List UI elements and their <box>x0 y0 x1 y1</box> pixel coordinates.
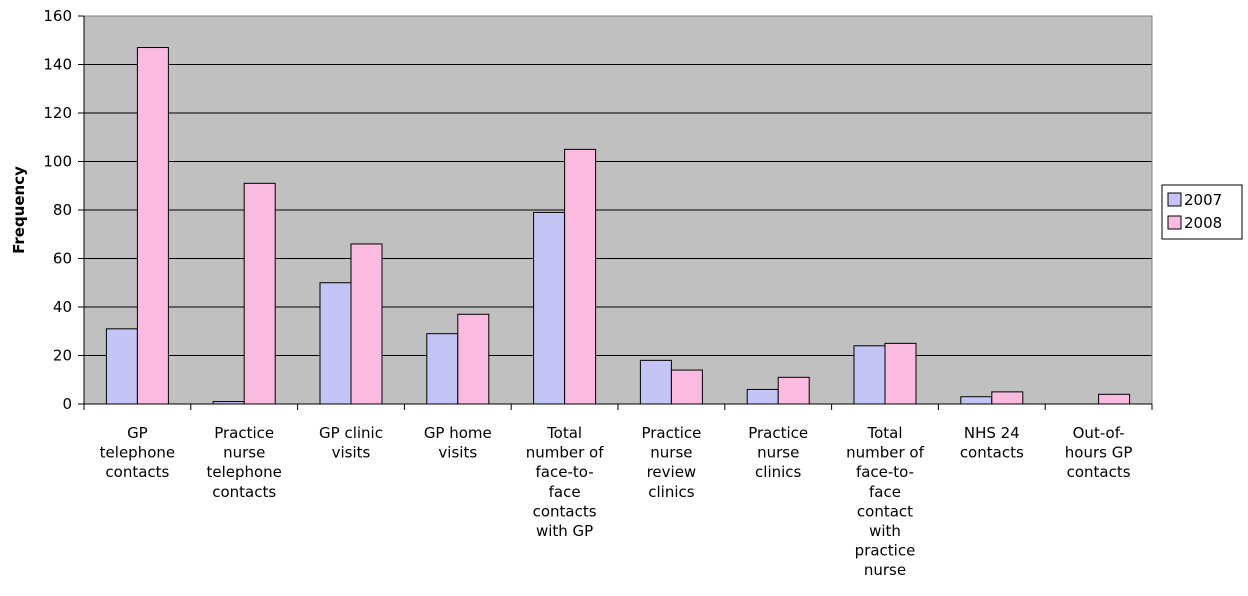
bar-2007 <box>639 359 672 405</box>
bar-2008 <box>564 148 597 405</box>
y-tick-labels: 0 20 40 60 80 100 120 140 160 <box>43 7 72 413</box>
y-tick-label: 80 <box>53 201 72 219</box>
bar-2008 <box>457 313 490 405</box>
y-tick-label: 40 <box>53 298 72 316</box>
category-label: Total number of face-to-face contacts with G… <box>526 424 604 540</box>
category-label: Practice nurse clinics <box>748 424 808 481</box>
y-tick-label: 60 <box>53 250 72 268</box>
bar-2007 <box>746 388 779 405</box>
legend-swatch <box>1167 215 1182 230</box>
bar-2008 <box>991 391 1024 405</box>
y-tick-label: 0 <box>62 395 72 413</box>
bar-2007 <box>105 328 138 405</box>
legend: 2007 2008 <box>1161 184 1243 240</box>
bar-2007 <box>960 396 993 405</box>
y-tick-label: 120 <box>43 104 72 122</box>
y-tick-label: 100 <box>43 153 72 171</box>
legend-swatch <box>1167 192 1182 207</box>
y-tick-label: 20 <box>53 347 72 365</box>
y-axis-label: Frequency <box>10 166 28 254</box>
category-label: NHS 24 contacts <box>960 424 1024 462</box>
category-label: Total number of face-to-face contact with pra… <box>846 424 924 579</box>
bars <box>105 47 1131 405</box>
bar-2008 <box>777 376 810 405</box>
bar-2008 <box>670 369 703 405</box>
bar-2008 <box>243 182 276 405</box>
category-label: Practice nurse review clinics <box>641 424 701 501</box>
bar-2008 <box>350 243 383 405</box>
bar-2007 <box>319 282 352 405</box>
category-label: GP home visits <box>424 424 492 462</box>
bar-2008 <box>1098 393 1131 405</box>
bar-2007 <box>533 211 566 405</box>
category-label: GP telephone contacts <box>100 424 175 481</box>
bar-2008 <box>884 342 917 405</box>
category-labels: GP telephone contacts Practice nurse telephon… <box>100 424 1133 579</box>
y-tick-label: 140 <box>43 56 72 74</box>
category-label: Out-of-hours GP contacts <box>1065 424 1133 481</box>
legend-label: 2008 <box>1184 214 1222 232</box>
bar-2007 <box>426 333 459 405</box>
axes <box>78 15 1153 410</box>
bar-2007 <box>853 345 886 405</box>
category-label: GP clinic visits <box>319 424 383 462</box>
bar-2008 <box>136 47 169 405</box>
category-label: Practice nurse telephone contacts <box>206 424 281 501</box>
y-tick-label: 160 <box>43 7 72 25</box>
legend-label: 2007 <box>1184 191 1222 209</box>
